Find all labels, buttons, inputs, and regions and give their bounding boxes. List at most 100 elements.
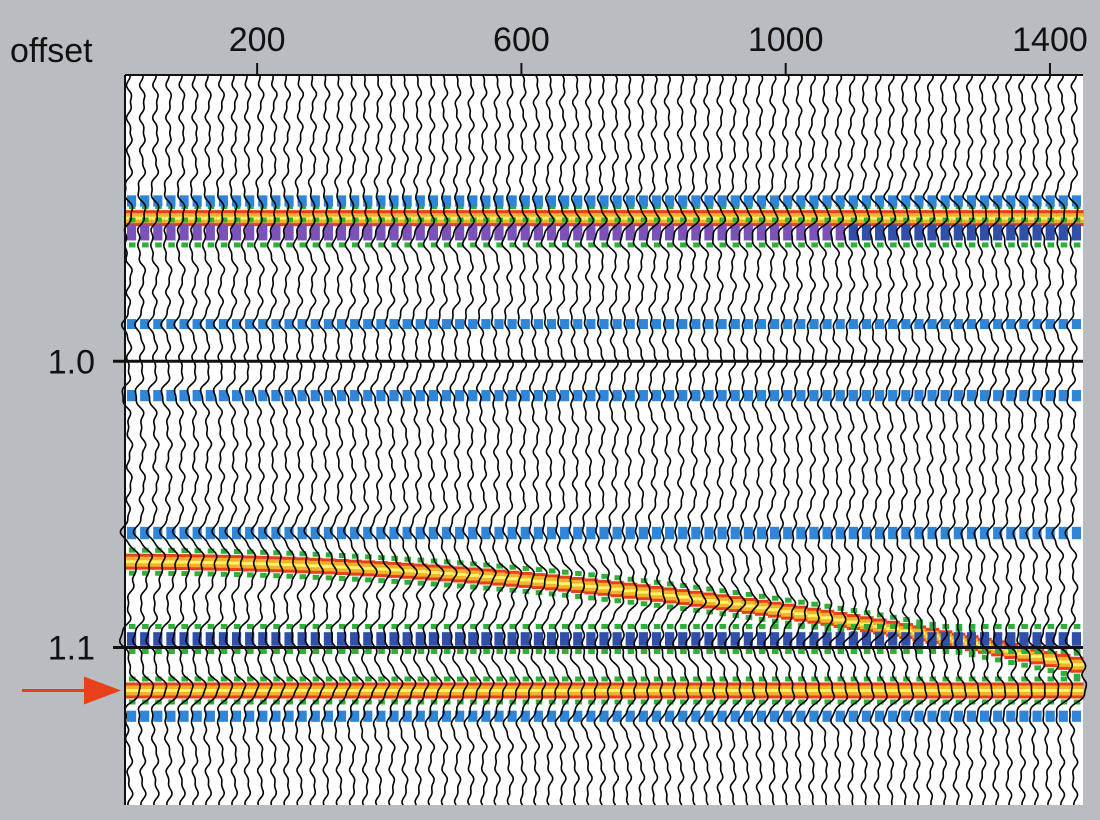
- trough-band-cell: [284, 319, 294, 330]
- trough-band-cell: [638, 195, 648, 207]
- weak-band-cell: [312, 551, 320, 557]
- trough-band-cell: [756, 526, 767, 540]
- weak-band-cell: [653, 204, 661, 210]
- weak-band-cell: [863, 217, 871, 223]
- trough-band-cell: [415, 224, 425, 241]
- trough-band-cell: [481, 195, 491, 207]
- weak-band-cell: [811, 242, 818, 248]
- peak-band-cell: [387, 568, 402, 572]
- trough-band-cell: [678, 195, 688, 207]
- trough-band-cell: [783, 224, 793, 241]
- weak-band-cell: [535, 567, 543, 573]
- weak-band-cell: [233, 217, 241, 223]
- trough-band-cell: [730, 710, 740, 722]
- weak-band-cell: [903, 617, 910, 623]
- trough-band-cell: [979, 195, 990, 207]
- weak-band-cell: [653, 579, 661, 585]
- weak-band-cell: [128, 648, 136, 654]
- weak-band-cell: [535, 623, 543, 629]
- weak-band-cell: [535, 590, 543, 596]
- trough-band-cell: [756, 319, 767, 330]
- trough-band-cell: [953, 710, 963, 722]
- trough-band-cell: [743, 710, 753, 722]
- trough-band-cell: [586, 224, 596, 241]
- trough-band-cell: [363, 195, 373, 207]
- trough-band-cell: [966, 390, 977, 402]
- trough-band-cell: [546, 224, 557, 241]
- weak-band-cell: [916, 699, 923, 705]
- weak-band-cell: [955, 626, 963, 632]
- weak-band-cell: [1008, 660, 1015, 666]
- wiggle-trace: [711, 74, 734, 806]
- trough-band-cell: [966, 632, 977, 646]
- trough-band-cell: [783, 319, 793, 330]
- peak-band-cell: [439, 571, 454, 575]
- peak-band-cell: [229, 561, 244, 565]
- weak-band-cell: [562, 623, 569, 629]
- weak-band-cell: [627, 623, 635, 629]
- trough-band-cell: [284, 390, 294, 402]
- peak-band-cell: [663, 688, 677, 692]
- trough-band-cell: [638, 224, 648, 241]
- trough-band-cell: [665, 224, 675, 241]
- weak-band-cell: [207, 242, 215, 248]
- trough-band-cell: [455, 224, 465, 241]
- peak-band-cell: [308, 564, 323, 568]
- trough-band-cell: [888, 224, 898, 241]
- wiggle-trace: [369, 74, 392, 806]
- trough-band-cell: [205, 526, 215, 540]
- trough-band-cell: [140, 632, 150, 646]
- trough-band-cell: [717, 195, 727, 207]
- trough-band-cell: [756, 195, 767, 207]
- weak-band-cell: [1073, 242, 1081, 248]
- trough-band-cell: [914, 195, 924, 207]
- peak-band-cell: [479, 688, 494, 692]
- weak-band-cell: [548, 676, 556, 682]
- weak-band-cell: [365, 648, 372, 654]
- weak-band-cell: [588, 676, 595, 682]
- trough-band-cell: [376, 319, 386, 330]
- trough-band-cell: [481, 319, 491, 330]
- trough-band-cell: [809, 319, 819, 330]
- trough-band-cell: [389, 632, 399, 646]
- trough-band-cell: [520, 526, 530, 540]
- weak-band-cell: [601, 242, 608, 248]
- weak-band-cell: [745, 699, 753, 705]
- weak-band-cell: [758, 242, 766, 248]
- peak-band-cell: [1030, 654, 1045, 658]
- weak-band-cell: [601, 699, 608, 705]
- trough-band-cell: [441, 632, 452, 646]
- peak-band-cell: [190, 688, 205, 692]
- weak-band-cell: [824, 242, 832, 248]
- trough-band-cell: [822, 319, 832, 330]
- trough-band-cell: [1071, 526, 1082, 540]
- trough-band-cell: [389, 390, 399, 402]
- trough-band-cell: [756, 632, 767, 646]
- weak-band-cell: [758, 648, 766, 654]
- weak-band-cell: [758, 593, 766, 599]
- weak-band-cell: [653, 217, 661, 223]
- trough-band-cell: [507, 632, 517, 646]
- peak-band-cell: [177, 688, 192, 692]
- trough-band-cell: [1019, 319, 1029, 330]
- trough-band-cell: [835, 195, 845, 207]
- weak-band-cell: [142, 676, 149, 682]
- weak-band-cell: [995, 242, 1002, 248]
- weak-band-cell: [128, 570, 136, 576]
- weak-band-cell: [588, 572, 595, 578]
- weak-band-cell: [522, 204, 530, 210]
- trough-band-cell: [612, 632, 622, 646]
- trough-band-cell: [599, 632, 609, 646]
- weak-band-cell: [955, 676, 963, 682]
- trough-band-cell: [415, 710, 425, 722]
- weak-band-cell: [745, 217, 753, 223]
- weak-band-cell: [312, 217, 320, 223]
- trough-band-cell: [927, 319, 937, 330]
- weak-band-cell: [640, 676, 648, 682]
- weak-band-cell: [325, 204, 333, 210]
- trough-band-cell: [350, 319, 360, 330]
- wiggle-trace: [776, 74, 797, 806]
- trough-band-cell: [1045, 710, 1055, 722]
- weak-band-cell: [876, 204, 884, 210]
- trough-band-cell: [927, 195, 937, 207]
